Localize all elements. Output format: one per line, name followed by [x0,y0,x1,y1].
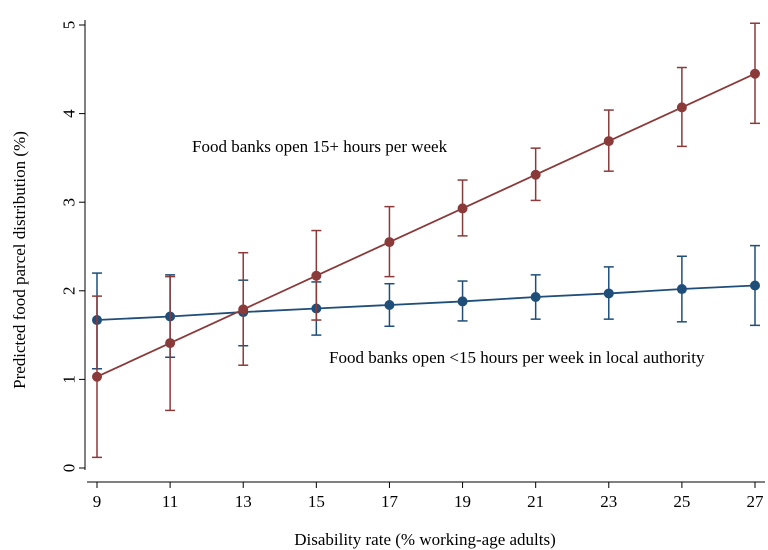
series-15-plus-hours [92,22,760,459]
data-point [603,136,614,147]
y-axis-title: Predicted food parcel distribution (%) [10,131,29,389]
series-line [96,284,756,321]
x-axis-title: Disability rate (% working-age adults) [294,530,556,549]
y-tick-label: 0 [60,464,79,473]
data-point [238,304,249,315]
y-tick-label: 1 [60,375,79,384]
data-point [92,371,102,382]
data-point [384,299,395,310]
data-point [750,68,760,79]
annotation-15plus: Food banks open 15+ hours per week [192,137,448,156]
data-point [457,203,468,214]
data-point [457,296,468,307]
x-tick-label: 17 [381,492,399,511]
y-tick-label: 4 [60,109,79,118]
x-tick-label: 11 [162,492,178,511]
data-point [603,288,614,299]
data-point [676,284,687,295]
data-point [311,270,322,281]
x-tick-label: 15 [308,492,325,511]
x-tick-label: 9 [93,492,102,511]
data-point [384,237,395,248]
x-tick-label: 23 [600,492,617,511]
x-tick-label: 21 [527,492,544,511]
x-tick-label: 13 [235,492,252,511]
y-tick-label: 3 [60,198,79,207]
x-tick-label: 19 [454,492,471,511]
series-layer [92,22,760,459]
x-tick-label: 25 [673,492,690,511]
y-tick-label: 2 [60,287,79,296]
x-tick-label: 27 [747,492,765,511]
data-point [530,292,541,303]
x-axis: 9 11 13 15 17 19 21 23 25 27 [87,481,765,511]
data-point [750,280,760,291]
series-line [96,72,756,378]
annotation-under15: Food banks open <15 hours per week in lo… [329,348,705,367]
y-axis: 0 1 2 3 4 5 [60,20,86,472]
data-point [165,338,176,349]
data-point [530,169,541,180]
data-point [676,102,687,113]
y-tick-label: 5 [60,21,79,30]
